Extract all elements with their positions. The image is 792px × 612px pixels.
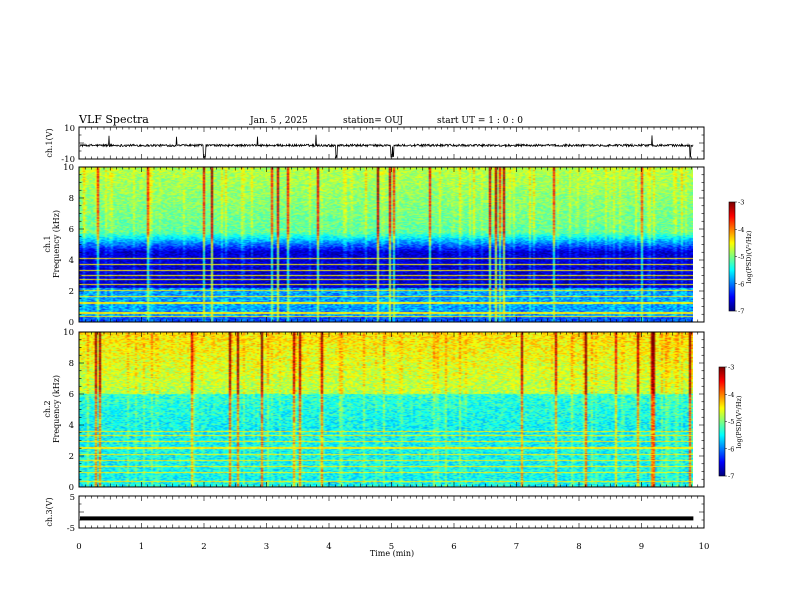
x-tick-label: 5 [389, 542, 394, 552]
figure-title: VLF Spectra [78, 113, 149, 126]
freq-tick-label: 4 [69, 256, 74, 266]
freq-tick-label: 8 [69, 194, 74, 204]
station-label: station= OUJ [343, 116, 403, 126]
x-tick-label: 7 [514, 542, 519, 552]
ch2-colorbar-image [719, 367, 725, 476]
freq-tick-label: 8 [69, 359, 74, 369]
ch1-spectrogram-ticks [78, 166, 705, 323]
ch3-waveform-line [80, 516, 694, 521]
ch3-waveform-panel: 5 -5 ch.3(V) [45, 493, 705, 534]
ch1-waveform-frame [78, 126, 705, 160]
ch2-spec-ylabel-line1: ch.2 [43, 400, 52, 417]
colorbar-tick-label: -3 [738, 199, 744, 207]
colorbar-tick-label: -3 [728, 364, 734, 372]
ch3-waveform-frame [78, 495, 705, 529]
x-tick-label: 10 [699, 542, 710, 552]
freq-tick-label: 6 [69, 390, 74, 400]
x-tick-label: 8 [576, 542, 581, 552]
ch3-ytick-top: 5 [70, 493, 75, 503]
ch1-spec-ylabel-line2: Frequency (kHz) [52, 210, 61, 278]
colorbar-tick-label: -7 [738, 308, 744, 316]
x-tick-label: 3 [264, 542, 269, 552]
ch1-colorbar-image [729, 202, 735, 311]
x-tick-label: 2 [201, 542, 206, 552]
ch2-colorbar-ticks: -3 -4 -5 -6 -7 [725, 364, 734, 481]
ch1-waveform-ticks [78, 126, 705, 160]
ch3-waveform-ticks [78, 495, 705, 529]
ch1-colorbar-ticks: -3 -4 -5 -6 -7 [735, 199, 744, 316]
colorbar-tick-label: -7 [728, 473, 734, 481]
freq-tick-label: 10 [63, 328, 74, 338]
start-time-label: start UT = 1 : 0 : 0 [437, 116, 523, 126]
ch2-spectrogram-image [79, 332, 693, 487]
ch2-colorbar-label: log(PSD)(V²/Hz) [735, 395, 743, 448]
colorbar-tick-label: -5 [738, 253, 744, 261]
x-axis-tick-labels: 0 1 2 3 4 5 6 7 8 9 10 [76, 542, 709, 552]
freq-tick-label: 2 [69, 452, 74, 462]
freq-tick-label: 6 [69, 225, 74, 235]
x-tick-label: 9 [639, 542, 644, 552]
colorbar-tick-label: -5 [728, 418, 734, 426]
x-tick-label: 4 [326, 542, 331, 552]
ch2-spec-ylabel-line2: Frequency (kHz) [52, 375, 61, 443]
colorbar-tick-label: -4 [728, 391, 734, 399]
x-axis-label: Time (min) [370, 549, 414, 558]
date-label: Jan. 5 , 2025 [249, 116, 308, 126]
x-tick-label: 1 [139, 542, 144, 552]
ch1-spectrogram-image [79, 167, 693, 322]
ch2-freq-tick-labels: 0 2 4 6 8 10 [63, 328, 74, 493]
freq-tick-label: 0 [69, 318, 74, 328]
ch1-ytick-bottom: -10 [61, 155, 75, 165]
colorbar-tick-label: -4 [738, 226, 744, 234]
x-tick-label: 6 [451, 542, 456, 552]
ch1-waveform-panel: 10 -10 ch.1(V) [45, 124, 705, 165]
ch1-ytick-top: 10 [64, 124, 75, 134]
colorbar-tick-label: -6 [738, 280, 744, 288]
x-tick-label: 0 [76, 542, 81, 552]
freq-tick-label: 10 [63, 163, 74, 173]
ch2-spectrogram-ticks [78, 331, 705, 488]
freq-tick-label: 4 [69, 421, 74, 431]
ch1-ylabel: ch.1(V) [45, 128, 54, 157]
freq-tick-label: 0 [69, 483, 74, 493]
ch1-waveform-line [79, 134, 694, 160]
ch1-spec-ylabel-line1: ch.1 [43, 235, 52, 252]
colorbar-tick-label: -6 [728, 445, 734, 453]
ch3-ytick-bottom: -5 [67, 524, 75, 534]
ch3-ylabel: ch.3(V) [45, 497, 54, 526]
ch1-freq-tick-labels: 0 2 4 6 8 10 [63, 163, 74, 328]
ch1-colorbar-label: log(PSD)(V²/Hz) [745, 230, 753, 283]
freq-tick-label: 2 [69, 287, 74, 297]
